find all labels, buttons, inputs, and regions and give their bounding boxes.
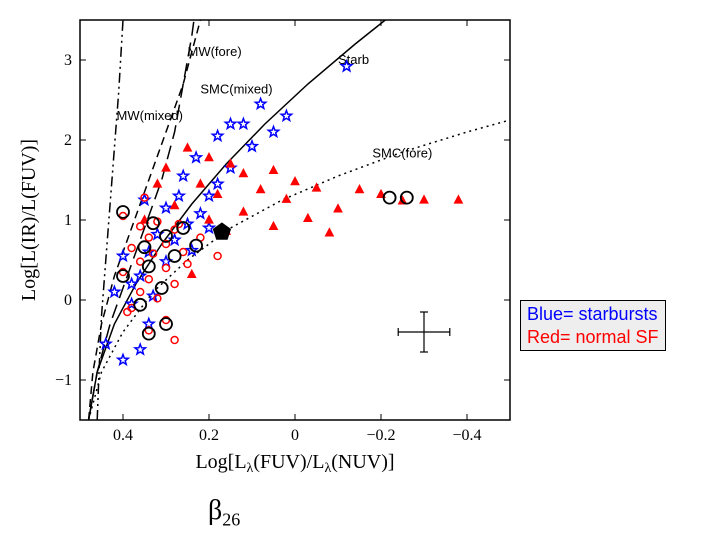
- svg-text:MW(mixed): MW(mixed): [117, 108, 183, 123]
- svg-text:SMC(fore): SMC(fore): [372, 146, 432, 161]
- data-points: [101, 61, 463, 365]
- y-ticks: −1 0 1 2 3: [55, 52, 510, 389]
- x-axis-title: Log[Lλ(FUV)/Lλ(NUV)]: [195, 451, 394, 476]
- svg-text:0: 0: [291, 427, 299, 444]
- svg-text:−0.4: −0.4: [452, 427, 481, 444]
- svg-text:MW(fore): MW(fore): [188, 44, 242, 59]
- svg-text:−0.2: −0.2: [366, 427, 395, 444]
- svg-text:0: 0: [64, 292, 72, 309]
- legend-box: Blue= starbursts Red= normal SF: [520, 300, 666, 351]
- y-axis-title: Log[L(IR)/L(FUV)]: [18, 139, 40, 301]
- scatter-chart: 0.4 0.2 0 −0.2 −0.4 −1 0 1 2 3 Log[Lλ(FUV)/Lλ(NU…: [0, 0, 720, 540]
- svg-text:−1: −1: [55, 372, 72, 389]
- svg-text:1: 1: [64, 212, 72, 229]
- svg-text:3: 3: [64, 52, 72, 69]
- legend-line-blue: Blue= starbursts: [527, 303, 659, 326]
- error-bar-sample: [398, 312, 450, 352]
- beta-symbol: β: [208, 495, 222, 526]
- curve-labels: MW(mixed)MW(fore)SMC(mixed)StarbSMC(fore…: [117, 44, 433, 161]
- x-ticks: 0.4 0.2 0 −0.2 −0.4: [113, 20, 482, 444]
- svg-text:0.4: 0.4: [113, 427, 133, 444]
- beta-subscript: 26: [222, 510, 240, 530]
- model-curves: [89, 20, 510, 420]
- svg-text:2: 2: [64, 132, 72, 149]
- svg-text:SMC(mixed): SMC(mixed): [200, 82, 272, 97]
- beta-annotation: β26: [208, 495, 240, 531]
- svg-text:0.2: 0.2: [199, 427, 219, 444]
- legend-line-red: Red= normal SF: [527, 326, 659, 349]
